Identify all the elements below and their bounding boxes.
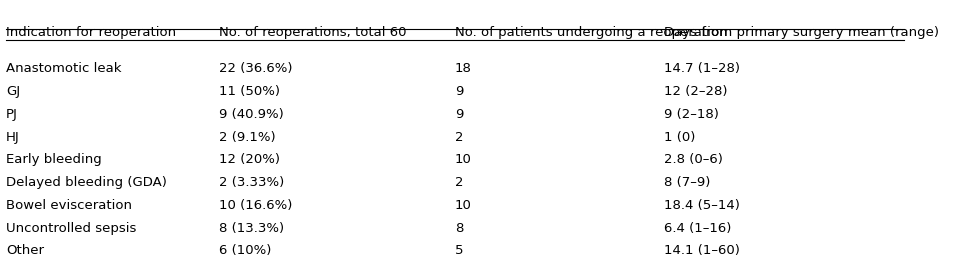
Text: 14.7 (1–28): 14.7 (1–28)	[663, 62, 740, 75]
Text: 18: 18	[455, 62, 472, 75]
Text: 5: 5	[455, 244, 464, 257]
Text: Other: Other	[6, 244, 44, 257]
Text: Early bleeding: Early bleeding	[6, 153, 102, 166]
Text: Bowel evisceration: Bowel evisceration	[6, 199, 132, 212]
Text: 6 (10%): 6 (10%)	[220, 244, 271, 257]
Text: 10: 10	[455, 153, 472, 166]
Text: No. of reoperations, total 60: No. of reoperations, total 60	[220, 26, 407, 39]
Text: 2 (3.33%): 2 (3.33%)	[220, 176, 284, 189]
Text: Delayed bleeding (GDA): Delayed bleeding (GDA)	[6, 176, 167, 189]
Text: 11 (50%): 11 (50%)	[220, 85, 280, 98]
Text: 12 (20%): 12 (20%)	[220, 153, 280, 166]
Text: 2: 2	[455, 130, 464, 144]
Text: GJ: GJ	[6, 85, 20, 98]
Text: 12 (2–28): 12 (2–28)	[663, 85, 727, 98]
Text: 9: 9	[455, 85, 464, 98]
Text: 2: 2	[455, 176, 464, 189]
Text: 8 (13.3%): 8 (13.3%)	[220, 221, 284, 235]
Text: 14.1 (1–60): 14.1 (1–60)	[663, 244, 740, 257]
Text: Days from primary surgery mean (range): Days from primary surgery mean (range)	[663, 26, 939, 39]
Text: 9: 9	[455, 108, 464, 121]
Text: 2.8 (0–6): 2.8 (0–6)	[663, 153, 722, 166]
Text: 22 (36.6%): 22 (36.6%)	[220, 62, 293, 75]
Text: 18.4 (5–14): 18.4 (5–14)	[663, 199, 740, 212]
Text: Indication for reoperation: Indication for reoperation	[6, 26, 176, 39]
Text: 9 (2–18): 9 (2–18)	[663, 108, 718, 121]
Text: PJ: PJ	[6, 108, 18, 121]
Text: 10: 10	[455, 199, 472, 212]
Text: HJ: HJ	[6, 130, 20, 144]
Text: 8: 8	[455, 221, 464, 235]
Text: 1 (0): 1 (0)	[663, 130, 695, 144]
Text: 8 (7–9): 8 (7–9)	[663, 176, 710, 189]
Text: Uncontrolled sepsis: Uncontrolled sepsis	[6, 221, 136, 235]
Text: 6.4 (1–16): 6.4 (1–16)	[663, 221, 731, 235]
Text: 9 (40.9%): 9 (40.9%)	[220, 108, 284, 121]
Text: No. of patients undergoing a reoperation: No. of patients undergoing a reoperation	[455, 26, 727, 39]
Text: 2 (9.1%): 2 (9.1%)	[220, 130, 275, 144]
Text: Anastomotic leak: Anastomotic leak	[6, 62, 122, 75]
Text: 10 (16.6%): 10 (16.6%)	[220, 199, 292, 212]
